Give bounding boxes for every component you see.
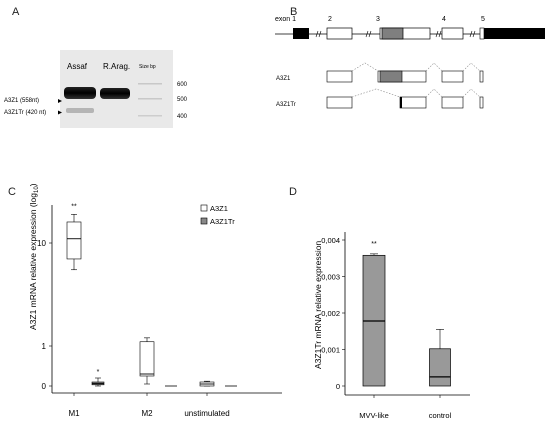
chart-c-xtick-label: M2 xyxy=(141,409,153,418)
exon-label-2: 2 xyxy=(328,16,332,23)
exon-3 xyxy=(379,27,431,40)
chart-c-significance: * xyxy=(97,369,100,376)
exon-5 xyxy=(480,28,545,39)
chart-c-ylabel: A3Z1 mRNA relative expression (log10) xyxy=(28,183,40,330)
chart-d-ytick-label: 0,001 xyxy=(321,346,340,355)
panel-c-letter: C xyxy=(8,186,16,198)
chart-d-ylabel: A3Z1Tr mRNA relative expression xyxy=(313,241,323,369)
panel-d-letter: D xyxy=(289,186,297,198)
exon-2 xyxy=(326,27,353,40)
chart-d-xtick-label: control xyxy=(429,411,452,420)
legend-swatch-a3z1tr xyxy=(200,217,208,225)
lane-label-size: Size bp xyxy=(139,64,156,70)
size-marker-600: 600 xyxy=(177,82,188,88)
arrow-a3z1tr-icon xyxy=(58,110,62,115)
band-label-a3z1tr: A3Z1Tr (420 nt) xyxy=(4,110,46,116)
size-marker-400: 400 xyxy=(177,114,188,120)
chart-c-ylabel-suffix: ) xyxy=(28,183,38,186)
chart-c-box xyxy=(66,221,82,260)
chart-d-ytick-label: 0,003 xyxy=(321,273,340,282)
chart-c-ylabel-prefix: A3Z1 mRNA relative expression (log xyxy=(28,193,38,330)
legend-swatch-a3z1 xyxy=(200,204,208,212)
chart-d-xtick-label: MVV-like xyxy=(359,411,389,420)
chart-c-box xyxy=(139,341,155,377)
chart-c-xtick-label: unstimulated xyxy=(184,409,229,418)
band-label-a3z1: A3Z1 (558nt) xyxy=(4,98,39,104)
exon-label-5: 5 xyxy=(481,16,485,23)
panel-b-letter: B xyxy=(290,6,298,18)
exon-label-3: 3 xyxy=(376,16,380,23)
chart-d-ytick-label: 0,004 xyxy=(321,236,340,245)
chart-c-xtick-label: M1 xyxy=(68,409,80,418)
isoform-label-a3z1tr: A3Z1Tr xyxy=(276,102,296,108)
gel-band-a3z1-rarag xyxy=(100,88,130,99)
gel-band-a3z1-assaf xyxy=(64,87,96,99)
gel-ladder-400 xyxy=(138,115,162,117)
exon-label-1: exon 1 xyxy=(275,16,296,23)
chart-d-ytick-label: 0 xyxy=(336,382,340,391)
exon-label-4: 4 xyxy=(442,16,446,23)
exon-1 xyxy=(293,28,309,39)
isoform-label-a3z1: A3Z1 xyxy=(276,76,291,82)
exon-4 xyxy=(441,27,464,40)
chart-c-ytick-label: 10 xyxy=(37,239,46,248)
chart-c-ytick-label: 0 xyxy=(42,382,47,391)
chart-c-ytick-label: 1 xyxy=(42,342,47,351)
arrow-a3z1-icon xyxy=(58,99,62,103)
panel-a-letter: A xyxy=(12,6,20,18)
gel-ladder-600 xyxy=(138,83,162,85)
chart-d-significance: ** xyxy=(371,241,377,248)
chart-c-ylabel-sub: 10 xyxy=(34,186,40,193)
size-marker-500: 500 xyxy=(177,97,188,103)
chart-d-box xyxy=(429,348,451,387)
lane-label-rarag: R.Arag. xyxy=(103,62,130,71)
legend-label-a3z1: A3Z1 xyxy=(210,204,228,213)
chart-d-ytick-label: 0,002 xyxy=(321,309,340,318)
exon-3-alt-region xyxy=(381,27,404,40)
gel-ladder-500 xyxy=(138,98,162,100)
lane-label-assaf: Assaf xyxy=(67,62,88,71)
gel-band-a3z1tr-assaf xyxy=(66,108,94,113)
legend-label-a3z1tr: A3Z1Tr xyxy=(210,217,235,226)
chart-c-significance: ** xyxy=(71,203,77,210)
